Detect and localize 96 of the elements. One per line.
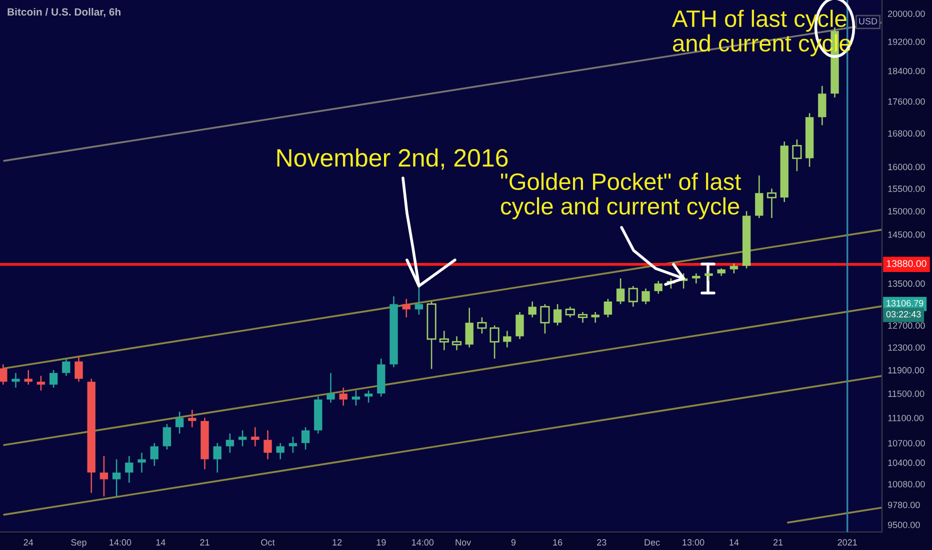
candlestick xyxy=(477,316,487,334)
candlestick xyxy=(49,369,58,388)
y-tick-label: 9780.00 xyxy=(888,502,920,508)
candlestick xyxy=(503,330,512,348)
y-tick-label: 10700.00 xyxy=(888,440,925,446)
x-tick-label: 14:00 xyxy=(110,539,132,546)
y-tick-label: 14500.00 xyxy=(888,231,925,238)
x-tick-label: 24 xyxy=(24,539,34,546)
candlestick xyxy=(730,262,738,274)
candlestick xyxy=(74,355,83,382)
y-tick-label: 16000.00 xyxy=(888,164,925,170)
candlestick xyxy=(226,432,234,454)
ref-line-label: 13880.00 xyxy=(886,260,926,268)
x-tick-label: Sep xyxy=(71,539,86,548)
x-tick-label: 23 xyxy=(597,539,606,546)
candlestick xyxy=(100,455,108,498)
candlestick xyxy=(213,442,222,474)
candlestick xyxy=(654,280,662,294)
candlestick xyxy=(276,442,284,460)
candlestick xyxy=(352,390,360,406)
y-tick-label: 19200.00 xyxy=(888,38,925,45)
candlestick xyxy=(112,458,121,498)
candlestick xyxy=(62,358,70,376)
candlestick xyxy=(288,436,298,454)
x-tick-label: 14:00 xyxy=(412,539,434,546)
candlestick xyxy=(364,390,373,404)
x-tick-label: 19 xyxy=(376,539,386,546)
annotation: USD xyxy=(859,18,878,24)
candlestick xyxy=(755,174,764,219)
x-tick-label: 12 xyxy=(332,539,342,546)
candlestick xyxy=(414,285,424,316)
y-tick-label: 20000.00 xyxy=(888,10,925,17)
y-tick-label: 11900.00 xyxy=(888,367,924,374)
y-tick-label: 16800.00 xyxy=(888,130,925,137)
candlestick xyxy=(516,311,524,340)
candlestick xyxy=(439,330,449,351)
candlestick xyxy=(326,372,335,404)
y-tick-label: 11500.00 xyxy=(888,390,924,397)
x-tick-label: 14 xyxy=(156,539,166,546)
candlestick xyxy=(402,298,410,318)
candlestick xyxy=(162,423,172,450)
candlestick xyxy=(251,426,260,447)
candlestick xyxy=(565,306,575,318)
candlestick xyxy=(175,411,184,434)
y-tick-label: 10080.00 xyxy=(888,481,925,488)
candlestick xyxy=(642,288,650,305)
candlestick xyxy=(465,307,474,348)
candlestick xyxy=(339,386,348,406)
y-tick-label: 10400.00 xyxy=(888,460,925,466)
x-tick-label: 13:00 xyxy=(682,539,704,546)
candlestick xyxy=(0,364,8,386)
candlestick xyxy=(628,285,638,308)
x-tick-label: Dec xyxy=(644,539,660,546)
y-tick-label: 9500.00 xyxy=(888,522,920,528)
y-tick-label: 12300.00 xyxy=(888,344,925,351)
candlestick xyxy=(138,452,146,474)
annotation: "Golden Pocket" of last cycle and current cycle xyxy=(501,172,742,220)
candlestick xyxy=(766,188,777,219)
candlestick xyxy=(301,426,310,450)
candlestick xyxy=(490,324,500,360)
candlestick xyxy=(604,298,612,318)
x-tick-label: 2021 xyxy=(838,539,857,546)
x-tick-label: 21 xyxy=(200,539,210,546)
y-tick-label: 17600.00 xyxy=(888,98,925,105)
candlestick xyxy=(578,311,588,324)
x-tick-label: Oct xyxy=(261,539,275,546)
candlestick xyxy=(452,336,462,351)
text: Bitcoin / U.S. Dollar, 6h xyxy=(8,8,120,18)
annotation: November 2nd, 2016 xyxy=(277,148,508,170)
candlestick xyxy=(616,278,625,305)
y-tick-label: 18400.00 xyxy=(888,68,925,74)
text: 13106.79 xyxy=(886,300,924,306)
y-tick-label: 15500.00 xyxy=(888,186,925,192)
y-tick-label: 11100.00 xyxy=(888,414,924,422)
text: 03:22:43 xyxy=(886,311,921,318)
candlestick xyxy=(692,272,700,284)
candlestick xyxy=(591,311,600,324)
candlestick xyxy=(264,430,272,460)
candlestick xyxy=(36,375,46,392)
candlestick xyxy=(818,85,826,126)
candlestick xyxy=(150,442,158,467)
x-tick-label: 21 xyxy=(773,539,783,546)
candlestick xyxy=(553,303,562,326)
candlestick xyxy=(238,430,247,447)
candlestick xyxy=(792,138,802,172)
candlestick xyxy=(528,300,536,318)
y-tick-label: 13500.00 xyxy=(888,280,925,287)
candlestick xyxy=(125,455,134,484)
candlestick xyxy=(540,303,550,334)
x-tick-label: 14 xyxy=(730,539,739,546)
x-tick-label: 9 xyxy=(511,539,516,546)
y-tick-label: 12700.00 xyxy=(888,322,925,329)
y-tick-label: 15000.00 xyxy=(888,208,925,214)
x-tick-label: 16 xyxy=(553,539,562,546)
candlestick xyxy=(188,409,196,428)
x-tick-label: Nov xyxy=(456,539,472,546)
